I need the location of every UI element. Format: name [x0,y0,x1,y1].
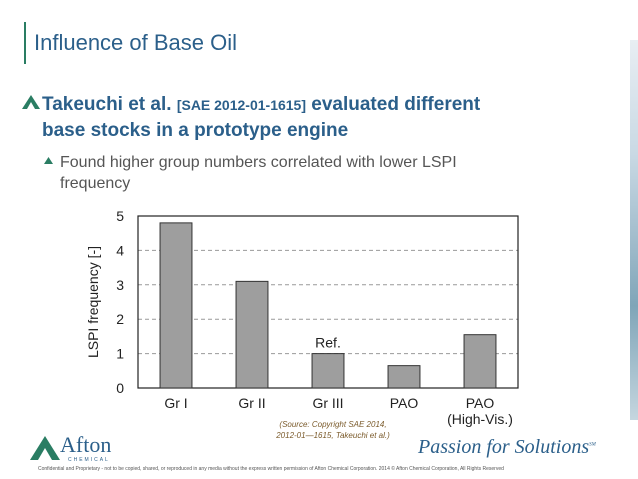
y-tick-label: 2 [116,311,124,327]
bullet-main-line2: base stocks in a prototype engine [42,120,349,141]
logo-subtext: CHEMICAL [68,457,110,463]
source-line2: 2012-01—1615, Takeuchi et al.) [276,431,390,440]
title-accent-bar [24,22,26,64]
bullet-main: Takeuchi et al. [SAE 2012-01-1615] evalu… [22,92,582,143]
tagline: Passion for SolutionsSM [418,436,596,459]
x-tick-label: (High-Vis.) [447,411,513,427]
triangle-bullet-icon [22,95,40,109]
x-tick-label: PAO [466,395,495,411]
company-logo: Afton CHEMICAL [30,432,140,466]
bar [387,365,421,389]
bullet-main-lead: Takeuchi et al. [42,94,172,115]
tagline-mark: SM [589,442,596,448]
bullet-main-text: Takeuchi et al. [SAE 2012-01-1615] evalu… [42,92,582,143]
x-tick-label: PAO [390,395,419,411]
small-triangle-bullet-icon [44,157,53,164]
y-axis-label: LSPI frequency [-] [85,246,101,358]
source-note: (Source: Copyright SAE 2014, 2012-01—161… [248,419,418,441]
x-tick-label: Gr III [312,395,343,411]
decorative-strip [630,40,638,420]
source-line1: (Source: Copyright SAE 2014, [279,420,387,429]
bullet-sub-line1: Found higher group numbers correlated wi… [60,154,457,171]
logo-name: Afton [60,432,112,457]
bar [235,280,269,389]
slide-title: Influence of Base Oil [34,30,238,55]
lspi-bar-chart: 0 1 2 3 4 5 LSPI frequency [-] Gr I Gr II Gr III P… [85,208,519,427]
x-tick-label: Gr II [238,395,265,411]
bar [463,334,497,389]
bullet-sub: Found higher group numbers correlated wi… [44,152,564,194]
y-tick-label: 5 [116,208,124,224]
tagline-text: Passion for Solutions [418,436,590,458]
bar [159,222,193,389]
logo-triangle-icon [30,436,60,460]
bullet-sub-line2: frequency [60,175,131,192]
y-tick-label: 4 [116,242,124,258]
bar-annotation: Ref. [315,335,341,351]
bullet-main-rest: evaluated different [311,94,481,115]
y-tick-label: 1 [116,346,124,362]
y-tick-label: 3 [116,277,124,293]
y-tick-label: 0 [116,380,124,396]
bullet-sub-text: Found higher group numbers correlated wi… [60,152,564,194]
bar [311,353,345,389]
bullet-main-ref: [SAE 2012-01-1615] [176,97,306,113]
x-tick-label: Gr I [164,395,187,411]
footer-disclaimer: Confidential and Proprietary - not to be… [38,466,504,472]
